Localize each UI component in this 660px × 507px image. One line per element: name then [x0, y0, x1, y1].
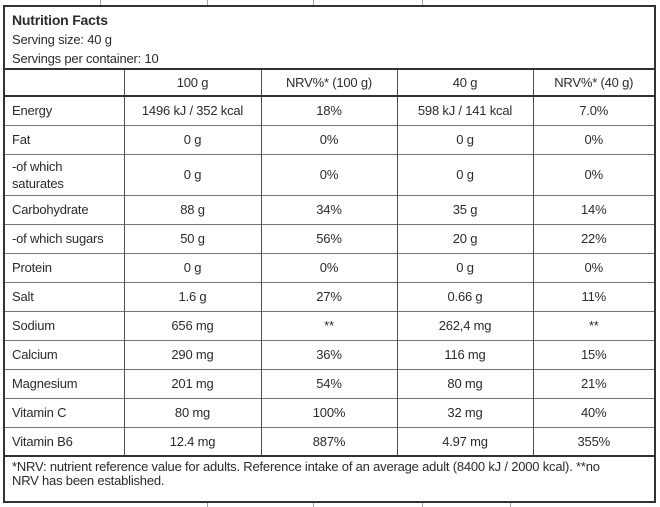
nrv-40g: 0% [532, 153, 654, 195]
grid-tick [313, 0, 314, 5]
value-40g: 32 mg [396, 397, 533, 427]
value-100g: 0 g [123, 153, 261, 195]
table-row-salt: Salt 1.6 g 27% 0.66 g 11% [5, 281, 654, 311]
nrv-40g: 22% [532, 223, 654, 253]
nrv-40g: 0% [532, 252, 654, 282]
column-header-row: 100 g NRV%* (100 g) 40 g NRV%* (40 g) [5, 70, 654, 97]
nrv-100g: 18% [260, 96, 397, 125]
nrv-100g: 34% [260, 194, 397, 224]
nutrient-label: -of which saturates [5, 153, 124, 195]
value-40g: 20 g [396, 223, 533, 253]
table-row-fat: Fat 0 g 0% 0 g 0% [5, 124, 654, 154]
table-row-energy: Energy 1496 kJ / 352 kcal 18% 598 kJ / 1… [5, 96, 654, 125]
servings-per-container-text: Servings per container: 10 [12, 51, 159, 66]
nrv-100g: 0% [260, 252, 397, 282]
value-40g: 0 g [396, 124, 533, 154]
col-header-per-40g: 40 g [396, 70, 533, 97]
value-100g: 0 g [123, 124, 261, 154]
value-40g: 262,4 mg [396, 310, 533, 340]
nrv-40g: 40% [532, 397, 654, 427]
value-40g: 0.66 g [396, 281, 533, 311]
grid-tick [510, 503, 511, 507]
nrv-40g: 0% [532, 124, 654, 154]
table-row-vitamin-b6: Vitamin B6 12.4 mg 887% 4.97 mg 355% [5, 426, 654, 456]
value-100g: 290 mg [123, 339, 261, 369]
nrv-100g: 27% [260, 281, 397, 311]
serving-size-text: Serving size: 40 g [12, 32, 112, 47]
nutrition-table: 100 g NRV%* (100 g) 40 g NRV%* (40 g) En… [5, 70, 654, 457]
value-40g: 4.97 mg [396, 426, 533, 456]
nrv-40g: 7.0% [532, 96, 654, 125]
value-100g: 12.4 mg [123, 426, 261, 456]
nutrition-facts-panel: Nutrition Facts Serving size: 40 g Servi… [3, 5, 656, 503]
nutrient-label: Protein [5, 252, 124, 282]
value-100g: 656 mg [123, 310, 261, 340]
table-row-saturates: -of which saturates 0 g 0% 0 g 0% [5, 153, 654, 195]
col-header-nrv-40g: NRV%* (40 g) [532, 70, 654, 97]
value-40g: 0 g [396, 252, 533, 282]
table-row-vitamin-c: Vitamin C 80 mg 100% 32 mg 40% [5, 397, 654, 427]
nutrient-label: -of which sugars [5, 223, 124, 253]
nrv-100g: ** [260, 310, 397, 340]
grid-tick [422, 503, 423, 507]
table-body: Energy 1496 kJ / 352 kcal 18% 598 kJ / 1… [5, 96, 654, 456]
nutrient-label: Carbohydrate [5, 194, 124, 224]
value-100g: 1496 kJ / 352 kcal [123, 96, 261, 125]
nrv-40g: 21% [532, 368, 654, 398]
nrv-footnote: *NRV: nutrient reference value for adult… [12, 459, 600, 488]
value-40g: 0 g [396, 153, 533, 195]
nrv-100g: 56% [260, 223, 397, 253]
nrv-100g: 887% [260, 426, 397, 456]
grid-tick [207, 0, 208, 5]
nrv-40g: 11% [532, 281, 654, 311]
value-100g: 1.6 g [123, 281, 261, 311]
grid-tick [100, 0, 101, 5]
grid-tick [422, 0, 423, 5]
label-header: Nutrition Facts Serving size: 40 g Servi… [5, 7, 654, 70]
col-header-per-100g: 100 g [123, 70, 261, 97]
table-row-sugars: -of which sugars 50 g 56% 20 g 22% [5, 223, 654, 253]
nrv-40g: 14% [532, 194, 654, 224]
nutrient-label: Salt [5, 281, 124, 311]
table-row-magnesium: Magnesium 201 mg 54% 80 mg 21% [5, 368, 654, 398]
nrv-100g: 36% [260, 339, 397, 369]
value-40g: 598 kJ / 141 kcal [396, 96, 533, 125]
col-header-nrv-100g: NRV%* (100 g) [260, 70, 397, 97]
nrv-40g: 15% [532, 339, 654, 369]
grid-tick [313, 503, 314, 507]
nutrient-label: Sodium [5, 310, 124, 340]
value-40g: 116 mg [396, 339, 533, 369]
nrv-40g: 355% [532, 426, 654, 456]
value-100g: 201 mg [123, 368, 261, 398]
page-title: Nutrition Facts [12, 12, 108, 28]
nutrient-label: Magnesium [5, 368, 124, 398]
nutrient-label: Fat [5, 124, 124, 154]
nrv-100g: 54% [260, 368, 397, 398]
nutrient-label: Vitamin B6 [5, 426, 124, 456]
table-row-carbohydrate: Carbohydrate 88 g 34% 35 g 14% [5, 194, 654, 224]
table-header: 100 g NRV%* (100 g) 40 g NRV%* (40 g) [5, 70, 654, 97]
value-100g: 80 mg [123, 397, 261, 427]
nrv-40g: ** [532, 310, 654, 340]
nrv-100g: 0% [260, 153, 397, 195]
value-100g: 0 g [123, 252, 261, 282]
nutrient-label: Calcium [5, 339, 124, 369]
nrv-100g: 0% [260, 124, 397, 154]
nutrient-label: Energy [12, 103, 52, 119]
grid-tick [207, 503, 208, 507]
value-40g: 35 g [396, 194, 533, 224]
value-100g: 50 g [123, 223, 261, 253]
nrv-100g: 100% [260, 397, 397, 427]
table-row-protein: Protein 0 g 0% 0 g 0% [5, 252, 654, 282]
table-row-calcium: Calcium 290 mg 36% 116 mg 15% [5, 339, 654, 369]
col-header-blank [5, 70, 124, 97]
table-row-sodium: Sodium 656 mg ** 262,4 mg ** [5, 310, 654, 340]
value-40g: 80 mg [396, 368, 533, 398]
nutrient-label: Vitamin C [5, 397, 124, 427]
value-100g: 88 g [123, 194, 261, 224]
